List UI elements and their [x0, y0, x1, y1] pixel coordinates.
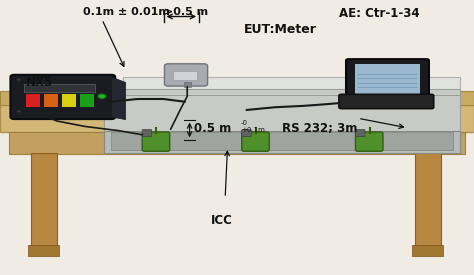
- Polygon shape: [123, 77, 460, 89]
- FancyBboxPatch shape: [346, 59, 429, 99]
- Bar: [44, 94, 58, 107]
- Text: 0.1m ± 0.01m: 0.1m ± 0.01m: [83, 7, 170, 17]
- Bar: [62, 94, 76, 107]
- Polygon shape: [0, 104, 474, 132]
- Polygon shape: [111, 77, 126, 120]
- Text: AE: Ctr-1-34: AE: Ctr-1-34: [339, 7, 419, 20]
- Text: >0.5 m: >0.5 m: [164, 7, 208, 17]
- Text: EUT:Meter: EUT:Meter: [244, 23, 317, 36]
- Circle shape: [98, 94, 106, 98]
- FancyBboxPatch shape: [164, 64, 208, 86]
- Circle shape: [17, 78, 21, 81]
- Bar: [415, 153, 441, 250]
- Text: -0
+0.1m: -0 +0.1m: [241, 120, 264, 133]
- FancyBboxPatch shape: [142, 130, 152, 137]
- Bar: [24, 84, 95, 92]
- Polygon shape: [17, 77, 111, 78]
- FancyBboxPatch shape: [10, 75, 115, 119]
- Text: RS 232; 3m: RS 232; 3m: [282, 122, 357, 135]
- Polygon shape: [104, 131, 460, 153]
- Polygon shape: [104, 91, 460, 132]
- Bar: [173, 71, 197, 80]
- Bar: [412, 245, 443, 256]
- FancyBboxPatch shape: [356, 132, 383, 151]
- Bar: [355, 64, 420, 94]
- FancyBboxPatch shape: [242, 130, 251, 137]
- Polygon shape: [9, 132, 465, 154]
- Polygon shape: [123, 89, 460, 95]
- FancyBboxPatch shape: [142, 132, 170, 151]
- Text: NX5: NX5: [26, 76, 53, 89]
- FancyBboxPatch shape: [242, 132, 269, 151]
- Bar: [31, 153, 57, 250]
- Bar: [80, 94, 94, 107]
- Bar: [184, 82, 191, 87]
- Text: 0.5 m: 0.5 m: [194, 122, 232, 135]
- FancyBboxPatch shape: [339, 94, 434, 109]
- Polygon shape: [0, 91, 474, 104]
- Bar: [26, 94, 40, 107]
- Circle shape: [17, 110, 21, 113]
- Text: ICC: ICC: [211, 214, 233, 227]
- Bar: [28, 245, 59, 256]
- Polygon shape: [104, 89, 460, 91]
- Polygon shape: [111, 132, 453, 150]
- FancyBboxPatch shape: [356, 130, 365, 137]
